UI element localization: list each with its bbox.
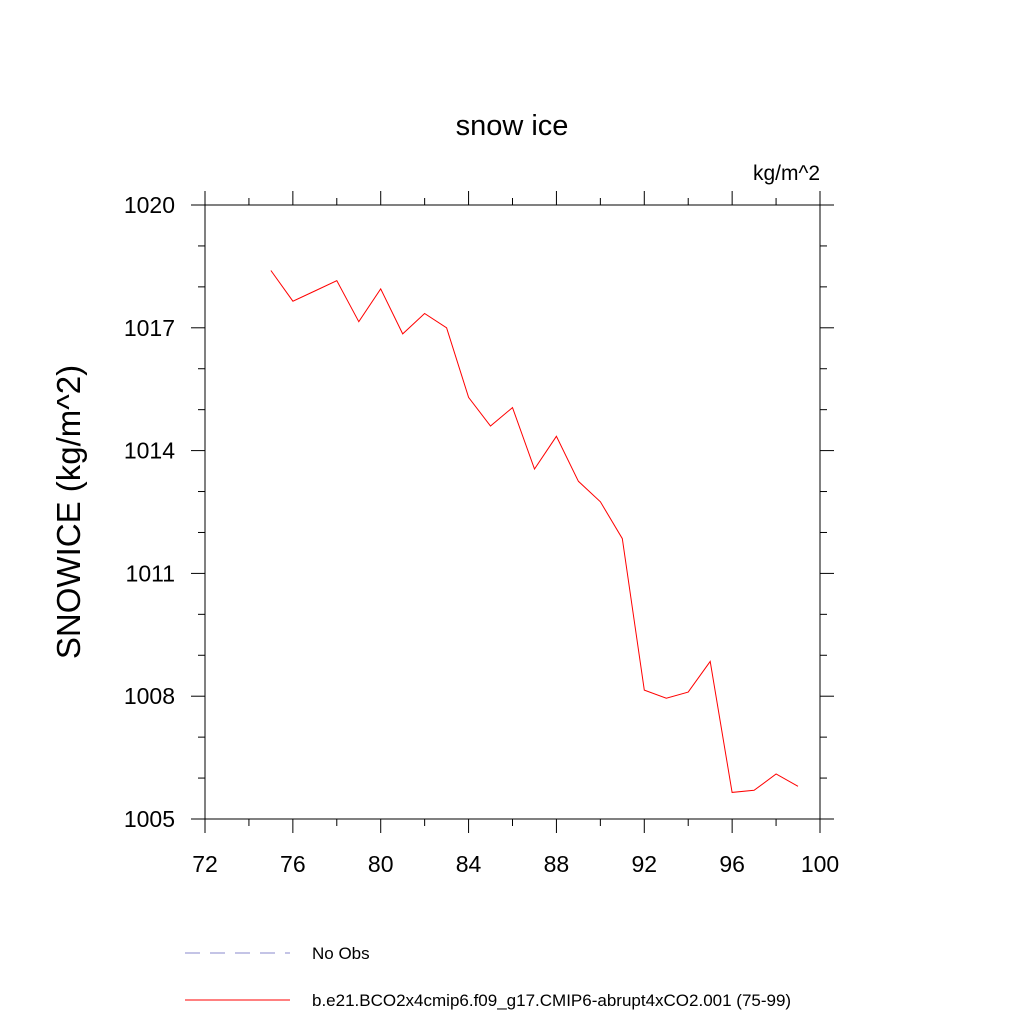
data-point [688, 692, 689, 693]
x-tick-label: 92 [631, 851, 657, 877]
data-point [578, 481, 579, 482]
legend-label: b.e21.BCO2x4cmip6.f09_g17.CMIP6-abrupt4x… [312, 991, 791, 1010]
x-tick-label: 96 [719, 851, 745, 877]
y-axis: 1005 1008 1011 1014 1017 1020 [124, 192, 834, 832]
minor-ticks [198, 198, 827, 826]
series-line [270, 270, 799, 793]
data-point [556, 436, 557, 437]
legend: No Obs b.e21.BCO2x4cmip6.f09_g17.CMIP6-ab… [185, 944, 791, 1010]
data-point [402, 333, 403, 334]
data-point [732, 792, 733, 793]
data-point [380, 288, 381, 289]
data-point [710, 661, 711, 662]
y-tick-label: 1011 [126, 560, 175, 586]
x-tick-label: 84 [456, 851, 482, 877]
data-point [314, 290, 315, 291]
x-tick-label: 80 [368, 851, 394, 877]
data-point [622, 538, 623, 539]
y-axis-label: SNOWICE (kg/m^2) [50, 365, 87, 659]
legend-label: No Obs [312, 944, 370, 963]
x-tick-label: 88 [544, 851, 570, 877]
data-point [446, 327, 447, 328]
data-point [644, 689, 645, 690]
data-point [534, 468, 535, 469]
y-tick-label: 1020 [124, 192, 175, 218]
x-axis: 72 76 80 84 88 92 96 100 [192, 191, 839, 877]
data-point [512, 407, 513, 408]
data-point [666, 698, 667, 699]
plot-border [204, 204, 821, 820]
y-tick-label: 1014 [124, 438, 175, 464]
data-point [292, 301, 293, 302]
data-point [270, 270, 271, 271]
data-point [424, 313, 425, 314]
y-tick-label: 1017 [124, 315, 175, 341]
data-point [490, 425, 491, 426]
units-label: kg/m^2 [753, 162, 820, 185]
data-point [468, 397, 469, 398]
x-tick-label: 100 [801, 851, 839, 877]
y-tick-label: 1008 [124, 683, 175, 709]
x-tick-label: 72 [192, 851, 218, 877]
data-point [358, 321, 359, 322]
plot-frame [204, 204, 821, 820]
data-point [797, 786, 798, 787]
series-layer [270, 270, 799, 793]
chart-title: snow ice [456, 110, 569, 142]
data-point [600, 501, 601, 502]
x-tick-label: 76 [280, 851, 306, 877]
data-point [754, 790, 755, 791]
y-tick-label: 1005 [124, 806, 175, 832]
data-point [336, 280, 337, 281]
data-point [775, 773, 776, 774]
